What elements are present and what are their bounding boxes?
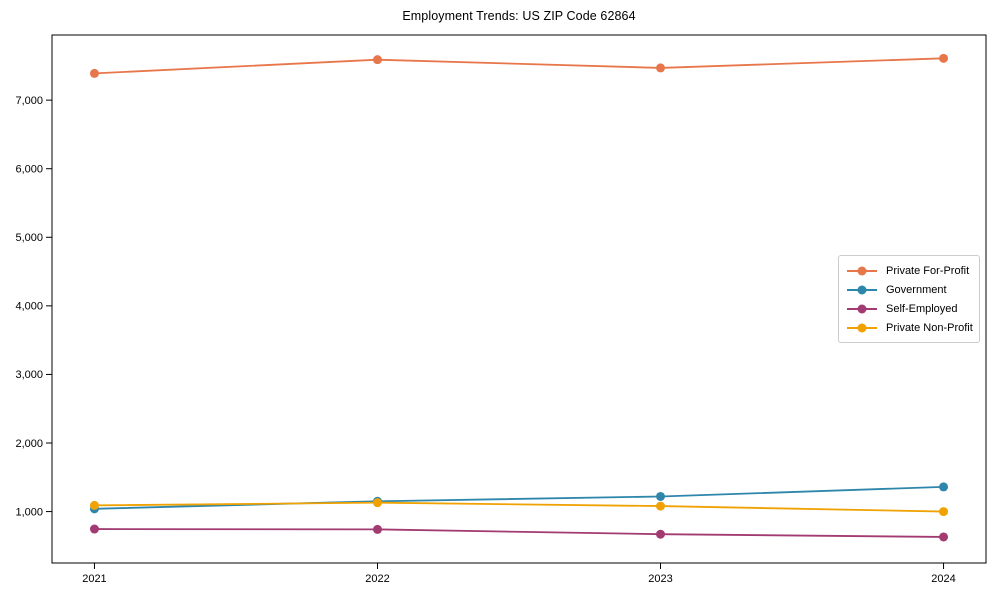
- data-point-marker: [89, 500, 99, 510]
- series-line: [93, 57, 945, 75]
- y-tick-label: 3,000: [15, 369, 43, 381]
- y-tick-label: 2,000: [15, 438, 43, 450]
- data-point-marker: [372, 498, 382, 508]
- line-marker-icon: [847, 285, 877, 294]
- legend-item: Private Non-Profit: [846, 318, 973, 337]
- y-tick-label: 5,000: [15, 232, 43, 244]
- chart-title: Employment Trends: US ZIP Code 62864: [402, 9, 636, 23]
- data-point-marker: [89, 68, 99, 78]
- x-tick-label: 2024: [931, 573, 955, 585]
- y-tick-label: 7,000: [15, 95, 43, 107]
- legend-item: Government: [846, 280, 971, 299]
- series-line: [93, 501, 945, 513]
- x-tick-label: 2023: [648, 573, 672, 585]
- data-point-marker: [656, 529, 666, 539]
- data-point-marker: [656, 63, 666, 73]
- x-tick-label: 2022: [365, 573, 389, 585]
- legend-item: Self-Employed: [846, 299, 971, 318]
- y-tick-label: 4,000: [15, 301, 43, 313]
- line-marker-icon: [847, 266, 877, 275]
- data-point-marker: [939, 532, 949, 542]
- data-point-marker: [656, 491, 666, 501]
- legend-label: Government: [886, 283, 947, 296]
- line-marker-icon: [847, 304, 877, 313]
- data-point-marker: [939, 53, 949, 63]
- x-tick-label: 2021: [82, 573, 106, 585]
- legend-label: Private For-Profit: [886, 264, 970, 277]
- axes-frame: [51, 34, 987, 564]
- data-point-marker: [89, 524, 99, 534]
- series-line: [93, 485, 945, 510]
- data-point-marker: [372, 55, 382, 65]
- legend: Private For-Profit Government Self-Emplo…: [838, 255, 980, 343]
- series-line: [93, 528, 945, 538]
- line-marker-icon: [847, 323, 877, 332]
- data-point-marker: [939, 507, 949, 517]
- data-point-marker: [656, 501, 666, 511]
- y-tick-label: 6,000: [15, 164, 43, 176]
- legend-item: Private For-Profit: [846, 261, 971, 280]
- data-point-marker: [372, 524, 382, 534]
- data-point-marker: [939, 482, 949, 492]
- legend-label: Self-Employed: [886, 302, 958, 315]
- y-tick-label: 1,000: [15, 506, 43, 518]
- legend-label: Private Non-Profit: [886, 321, 973, 334]
